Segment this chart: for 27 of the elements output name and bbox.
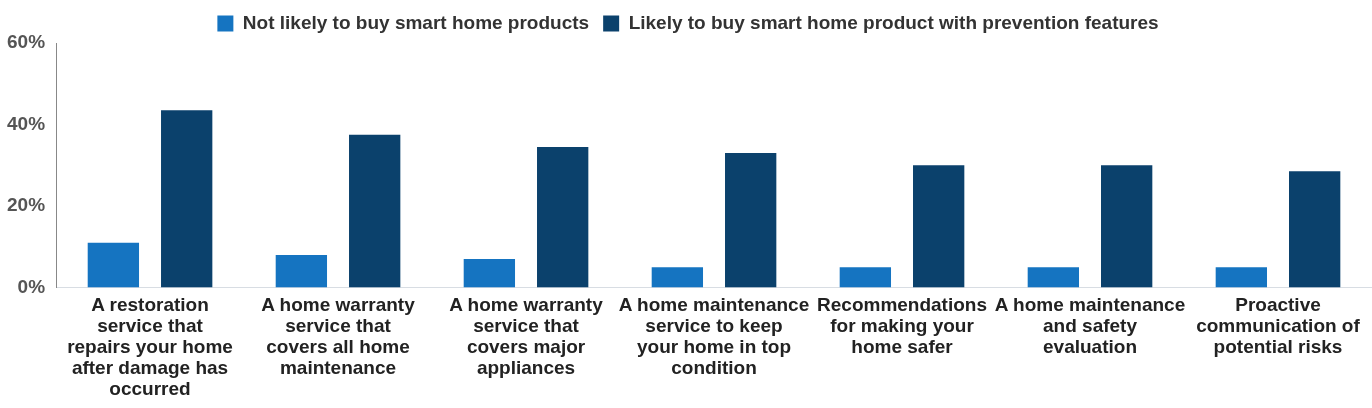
- x-tick-label: A home warranty service that covers major appliances: [449, 294, 604, 378]
- bar: [651, 267, 704, 288]
- bar: [349, 134, 401, 288]
- bar: [1101, 165, 1153, 288]
- bar: [913, 165, 965, 288]
- legend-label: Not likely to buy smart home products: [242, 11, 590, 33]
- bar: [537, 146, 589, 288]
- bar: [275, 254, 328, 288]
- bar: [161, 110, 213, 288]
- bar: [1289, 171, 1341, 288]
- x-tick-label: A home maintenance service to keep your home in top condition: [618, 294, 810, 378]
- bar: [839, 267, 892, 288]
- legend-label: Likely to buy smart home product with prevention features: [628, 11, 1159, 33]
- bar: [1215, 267, 1267, 288]
- bar: [1027, 267, 1080, 288]
- y-tick-label: 60%: [7, 31, 46, 53]
- y-tick-label: 40%: [7, 112, 46, 134]
- bar: [725, 153, 777, 288]
- bar: [87, 242, 140, 288]
- x-tick-label: A restoration service that repairs your home after damage has occurred: [67, 294, 233, 399]
- x-tick-label: Recommendations for making your home safer: [817, 294, 987, 357]
- y-tick-label: 0%: [17, 275, 46, 297]
- x-tick-label: Proactive communication of potential risks: [1196, 294, 1361, 357]
- x-tick-label: A home maintenance and safety evaluation: [994, 294, 1186, 357]
- bar: [463, 258, 516, 288]
- x-tick-label: A home warranty service that covers all home maintenance: [261, 294, 416, 378]
- y-tick-label: 20%: [7, 194, 46, 216]
